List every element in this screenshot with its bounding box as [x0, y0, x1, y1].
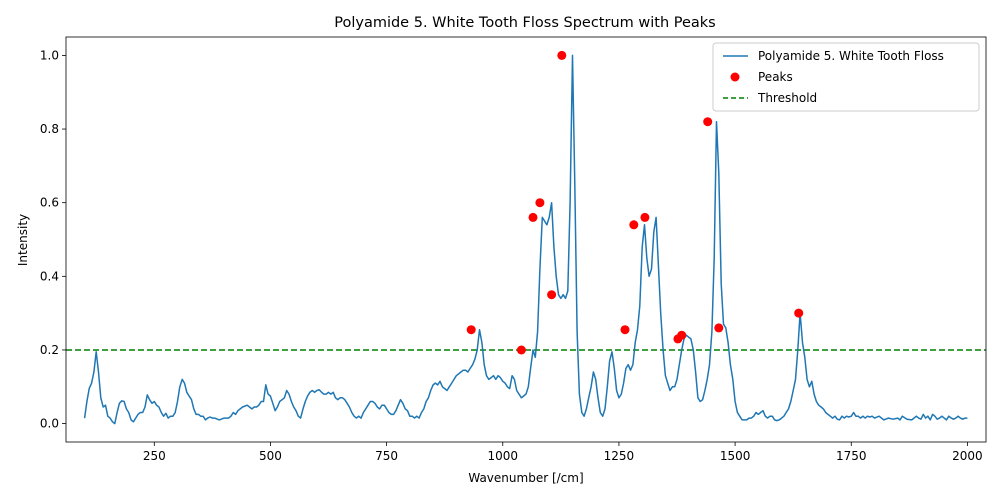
x-tick-label-750: 750 — [375, 449, 398, 463]
peak-point-12 — [714, 323, 724, 333]
peak-point-1 — [516, 345, 526, 355]
peaks-layer — [466, 50, 804, 355]
x-tick-label-1750: 1750 — [836, 449, 867, 463]
peak-point-6 — [620, 325, 630, 335]
legend-label-peaks: Peaks — [758, 70, 793, 84]
x-axis-title: Wavenumber [/cm] — [468, 471, 583, 485]
plot-frame — [65, 36, 987, 443]
peak-point-0 — [466, 325, 476, 335]
y-tick-label-5: 1.0 — [40, 48, 59, 62]
peak-point-7 — [629, 220, 639, 230]
x-tick-label-1000: 1000 — [487, 449, 518, 463]
peak-point-10 — [677, 330, 687, 340]
peak-point-4 — [547, 290, 557, 300]
series-layer — [83, 54, 968, 425]
peak-point-3 — [535, 198, 545, 208]
y-axis: 0.0 0.2 0.4 0.6 0.8 1.0 — [40, 48, 66, 431]
peak-point-13 — [794, 308, 804, 318]
y-tick-label-2: 0.4 — [40, 269, 59, 283]
y-tick-label-0: 0.0 — [40, 417, 59, 431]
peak-point-2 — [528, 212, 538, 222]
x-tick-label-2000: 2000 — [952, 449, 983, 463]
spectrum-line — [83, 54, 968, 425]
legend-marker-peaks — [730, 72, 740, 82]
peak-point-8 — [640, 212, 650, 222]
x-tick-label-500: 500 — [259, 449, 282, 463]
x-tick-label-1500: 1500 — [720, 449, 751, 463]
peak-point-11 — [703, 117, 713, 127]
legend-label-threshold: Threshold — [757, 91, 817, 105]
legend-label-spectrum: Polyamide 5. White Tooth Floss — [758, 49, 944, 63]
legend-box — [712, 42, 980, 112]
x-tick-label-1250: 1250 — [604, 449, 635, 463]
peak-point-5 — [557, 50, 567, 60]
legend: Polyamide 5. White Tooth Floss Peaks Thr… — [712, 42, 980, 112]
y-tick-label-4: 0.8 — [40, 122, 59, 136]
y-tick-label-3: 0.6 — [40, 196, 59, 210]
x-axis: 250 500 750 1000 1250 1500 1750 2000 — [143, 442, 983, 463]
x-tick-label-250: 250 — [143, 449, 166, 463]
chart-title: Polyamide 5. White Tooth Floss Spectrum … — [334, 15, 716, 31]
y-axis-title: Intensity — [16, 214, 30, 266]
y-tick-label-1: 0.2 — [40, 343, 59, 357]
